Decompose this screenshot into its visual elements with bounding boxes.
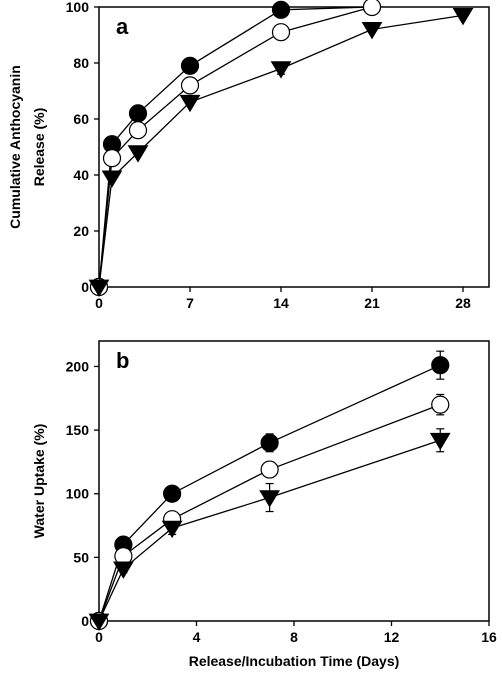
panel-b-series-0-point-3 bbox=[260, 433, 279, 452]
panel-a-series-1-point-3 bbox=[180, 76, 200, 95]
panel-b-x-ticks: 0 4 8 12 16 bbox=[95, 621, 497, 645]
panel-a-series-0-point-2 bbox=[128, 104, 148, 123]
panel-b-frame bbox=[98, 340, 490, 622]
panel-a-series-0-line bbox=[98, 6, 373, 288]
panel-b-series-0-point-4 bbox=[431, 356, 450, 375]
panel-a-series-1-point-2 bbox=[128, 121, 148, 140]
panel-a-x-tick-label-2: 14 bbox=[273, 295, 289, 311]
panel-b-series-2-point-0 bbox=[88, 613, 110, 631]
panel-a-series-2-point-0 bbox=[88, 279, 110, 297]
panel-a-y-title-line-1: Cumulative Anthocyanin bbox=[7, 65, 23, 229]
panel-b-y-title: Water Uptake (%) bbox=[31, 424, 47, 539]
panel-b-x-title: Release/Incubation Time (Days) bbox=[189, 653, 400, 669]
panel-a-x-tick-label-0: 0 bbox=[95, 295, 103, 311]
panel-a-series-2-point-4 bbox=[270, 61, 292, 79]
panel-a-letter: a bbox=[116, 14, 129, 39]
panel-a-series-2-point-1 bbox=[101, 170, 123, 188]
panel-a-y-title-line-2: Release (%) bbox=[31, 108, 47, 187]
panel-a-series-2 bbox=[88, 8, 474, 297]
panel-b-y-tick-label-0: 0 bbox=[81, 613, 89, 629]
panel-b-y-ticks: 0 50 100 150 200 bbox=[66, 358, 99, 629]
panel-a-y-tick-label-2: 40 bbox=[73, 167, 89, 183]
panel-b-x-tick-label-3: 12 bbox=[384, 629, 400, 645]
panel-a: 0 7 14 21 28 0 20 40 60 80 100 a Cumulative Antho… bbox=[7, 0, 490, 311]
panel-a-x-tick-label-3: 21 bbox=[364, 295, 380, 311]
panel-a-series-1-point-1 bbox=[102, 149, 122, 168]
panel-a-series-0-point-3 bbox=[180, 56, 200, 75]
panel-a-series-1-point-5 bbox=[362, 0, 382, 17]
panel-a-series-1 bbox=[89, 0, 382, 297]
panel-a-series-0-point-4 bbox=[271, 0, 291, 19]
panel-b-y-tick-label-3: 150 bbox=[66, 422, 90, 438]
panel-a-series-2-line bbox=[98, 14, 464, 288]
panel-b-series-0-point-2 bbox=[163, 484, 182, 503]
panel-a-y-tick-label-5: 100 bbox=[66, 0, 90, 15]
panel-b-y-tick-label-4: 200 bbox=[66, 358, 90, 374]
panel-b-series-2-point-2 bbox=[161, 520, 183, 539]
panel-a-frame bbox=[98, 6, 490, 288]
panel-b-series-2-point-4 bbox=[429, 432, 451, 451]
panel-a-series-2-point-2 bbox=[127, 145, 149, 163]
panel-b-series-1-point-4 bbox=[431, 395, 450, 414]
panel-a-x-tick-label-4: 28 bbox=[455, 295, 471, 311]
panel-b-series-2-point-1 bbox=[112, 561, 134, 579]
panel-a-y-tick-label-0: 0 bbox=[81, 279, 89, 295]
panel-a-y-tick-label-4: 80 bbox=[73, 55, 89, 71]
panel-b-series-1-point-3 bbox=[260, 460, 279, 479]
panel-a-x-ticks: 0 7 14 21 28 bbox=[95, 287, 471, 311]
panel-b-series-2-point-3 bbox=[259, 490, 281, 508]
panel-a-x-tick-label-1: 7 bbox=[186, 295, 194, 311]
panel-a-series bbox=[88, 0, 474, 297]
panel-b-x-tick-label-1: 4 bbox=[193, 629, 201, 645]
panel-b-y-tick-label-1: 50 bbox=[73, 549, 89, 565]
panel-a-series-1-point-4 bbox=[271, 23, 291, 42]
panel-a-y-tick-label-1: 20 bbox=[73, 223, 89, 239]
panel-a-series-2-point-5 bbox=[361, 22, 383, 40]
panel-a-y-tick-label-3: 60 bbox=[73, 111, 89, 127]
panel-b-x-tick-label-4: 16 bbox=[481, 629, 497, 645]
panel-b-series-2 bbox=[88, 428, 451, 631]
panel-b-x-tick-label-0: 0 bbox=[95, 629, 103, 645]
panel-b-x-tick-label-2: 8 bbox=[290, 629, 298, 645]
panel-b-y-tick-label-2: 100 bbox=[66, 486, 90, 502]
panel-a-y-ticks: 0 20 40 60 80 100 bbox=[66, 0, 99, 295]
panel-a-series-2-point-3 bbox=[179, 94, 201, 113]
panel-b-series bbox=[88, 350, 451, 631]
panel-b-letter: b bbox=[116, 348, 129, 373]
panel-a-series-2-point-6 bbox=[452, 8, 474, 26]
